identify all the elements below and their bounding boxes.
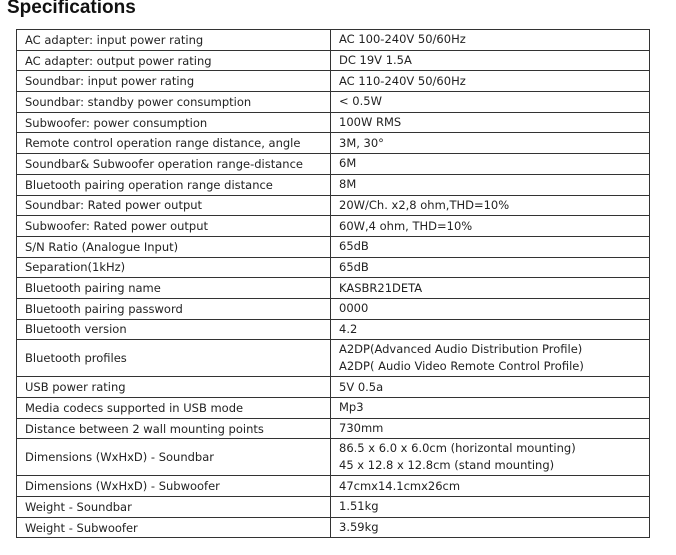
spec-label: Media codecs supported in USB mode [16,397,331,419]
value-line: DC 19V 1.5A [339,53,412,68]
value-line: 47cmx14.1cmx26cm [339,478,461,493]
spec-label: S/N Ratio (Analogue Input) [16,235,331,258]
value-line: AC 100-240V 50/60Hz [339,32,466,47]
spec-label: Bluetooth pairing operation range distan… [16,173,331,196]
spec-value: 730mm [330,417,650,440]
spec-row: AC adapter: input power rating AC 100-240… [16,29,650,51]
spec-value: AC 110-240V 50/60Hz [330,70,650,93]
spec-value: KASBR21DETA [330,277,650,299]
value-line: A2DP( Audio Video Remote Control Profile… [339,359,584,374]
value-line: 8M [339,177,357,192]
spec-value: 3.59kg [330,516,650,539]
spec-row: Dimensions (WxHxD) - Soundbar 86.5 x 6.0 … [16,438,650,477]
spec-row: Remote control operation range distance,… [16,132,650,155]
spec-row: Soundbar: Rated power output 20W/Ch. x2,8… [16,194,650,217]
spec-value: 65dB [330,256,650,279]
spec-label: Bluetooth pairing name [16,277,331,299]
spec-value: 20W/Ch. x2,8 ohm,THD=10% [330,194,650,217]
spec-label: Bluetooth pairing password [16,297,331,320]
spec-label: Weight - Subwoofer [16,516,331,539]
spec-value: 0000 [330,297,650,320]
spec-row: S/N Ratio (Analogue Input) 65dB [16,235,650,258]
value-line: 5V 0.5a [339,379,384,394]
spec-row: Separation(1kHz) 65dB [16,256,650,279]
spec-value: Mp3 [330,397,650,419]
value-line: 3M, 30° [339,135,384,150]
spec-label: Soundbar: Rated power output [16,194,331,217]
spec-row: Bluetooth pairing operation range distan… [16,173,650,196]
spec-label: Soundbar& Subwoofer operation range-dist… [16,153,331,175]
spec-row: USB power rating 5V 0.5a [16,376,650,398]
spec-row: Soundbar: standby power consumption < 0.5… [16,91,650,113]
page-title: Specifications [7,0,136,18]
value-line: 730mm [339,421,384,436]
value-line: 4.2 [339,321,358,336]
spec-label: Dimensions (WxHxD) - Soundbar [16,438,331,477]
spec-row: Weight - Subwoofer 3.59kg [16,516,650,539]
value-line: 1.51kg [339,499,379,514]
value-line: 0000 [339,301,369,316]
value-line: 3.59kg [339,520,379,535]
spec-row: Bluetooth pairing name KASBR21DETA [16,277,650,299]
value-line: 45 x 12.8 x 12.8cm (stand mounting) [339,458,555,473]
spec-value: 5V 0.5a [330,376,650,398]
spec-row: AC adapter: output power rating DC 19V 1.… [16,49,650,72]
spec-label: AC adapter: output power rating [16,49,331,72]
value-line: 20W/Ch. x2,8 ohm,THD=10% [339,197,510,212]
spec-label: Soundbar: input power rating [16,70,331,93]
spec-value: A2DP(Advanced Audio Distribution Profile… [330,339,650,378]
spec-row: Dimensions (WxHxD) - Subwoofer 47cmx14.1c… [16,475,650,498]
spec-value: AC 100-240V 50/60Hz [330,29,650,51]
spec-label: Separation(1kHz) [16,256,331,279]
spec-label: AC adapter: input power rating [16,29,331,51]
value-line: < 0.5W [339,94,382,109]
spec-label: Subwoofer: Rated power output [16,215,331,237]
spec-value: 47cmx14.1cmx26cm [330,475,650,498]
spec-row: Subwoofer: Rated power output 60W,4 ohm, … [16,215,650,237]
spec-row: Weight - Soundbar 1.51kg [16,496,650,518]
spec-label: Weight - Soundbar [16,496,331,518]
value-line: AC 110-240V 50/60Hz [339,73,466,88]
spec-value: 3M, 30° [330,132,650,155]
spec-row: Bluetooth profiles A2DP(Advanced Audio Di… [16,339,650,378]
spec-label: Distance between 2 wall mounting points [16,417,331,440]
spec-label: Soundbar: standby power consumption [16,91,331,113]
spec-row: Distance between 2 wall mounting points 7… [16,417,650,440]
spec-label: USB power rating [16,376,331,398]
spec-table: AC adapter: input power rating AC 100-240… [16,29,650,539]
value-line: 6M [339,156,357,171]
spec-label: Bluetooth version [16,318,331,341]
value-line: 100W RMS [339,115,402,130]
value-line: KASBR21DETA [339,280,423,295]
spec-label: Subwoofer: power consumption [16,111,331,134]
value-line: A2DP(Advanced Audio Distribution Profile… [339,342,583,357]
value-line: 86.5 x 6.0 x 6.0cm (horizontal mounting) [339,441,576,456]
spec-value: DC 19V 1.5A [330,49,650,72]
spec-row: Subwoofer: power consumption 100W RMS [16,111,650,134]
spec-value: 60W,4 ohm, THD=10% [330,215,650,237]
spec-value: 100W RMS [330,111,650,134]
value-line: 65dB [339,239,369,254]
spec-value: 86.5 x 6.0 x 6.0cm (horizontal mounting)… [330,438,650,477]
spec-row: Soundbar: input power rating AC 110-240V … [16,70,650,93]
spec-value: 6M [330,153,650,175]
spec-value: 8M [330,173,650,196]
spec-row: Soundbar& Subwoofer operation range-dist… [16,153,650,175]
spec-label: Remote control operation range distance,… [16,132,331,155]
value-line: 65dB [339,259,369,274]
spec-value: 1.51kg [330,496,650,518]
spec-row: Media codecs supported in USB mode Mp3 [16,397,650,419]
spec-value: 4.2 [330,318,650,341]
spec-label: Bluetooth profiles [16,339,331,378]
value-line: Mp3 [339,400,364,415]
spec-value: < 0.5W [330,91,650,113]
spec-label: Dimensions (WxHxD) - Subwoofer [16,475,331,498]
spec-row: Bluetooth pairing password 0000 [16,297,650,320]
spec-value: 65dB [330,235,650,258]
value-line: 60W,4 ohm, THD=10% [339,218,473,233]
spec-row: Bluetooth version 4.2 [16,318,650,341]
